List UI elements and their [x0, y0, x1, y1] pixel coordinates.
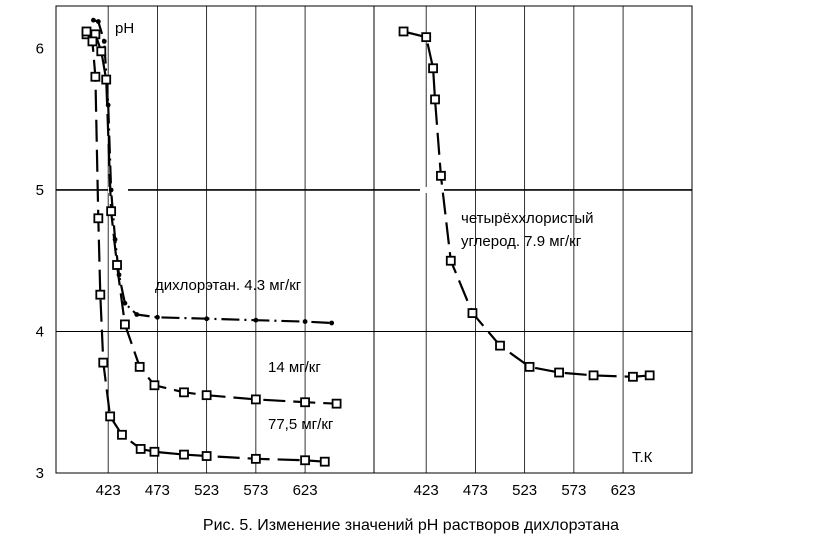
data-point	[96, 46, 107, 57]
x-tick-label: 473	[145, 482, 170, 499]
data-point	[421, 32, 432, 43]
x-tick-label: 623	[611, 482, 636, 499]
data-point	[134, 312, 140, 317]
data-point	[90, 71, 101, 82]
data-point	[81, 26, 92, 37]
data-point	[253, 317, 259, 323]
x-tick-label: 623	[293, 482, 318, 499]
series-line	[403, 30, 650, 378]
y-tick-label: 6	[36, 40, 44, 57]
data-point	[588, 370, 599, 381]
data-point	[122, 300, 128, 306]
x-tick-label: 573	[243, 482, 268, 499]
data-point	[398, 26, 409, 37]
series-annotation: 14 мг/кг	[268, 359, 321, 376]
y-tick-label: 5	[36, 182, 44, 199]
data-point	[120, 319, 130, 330]
series-0-1	[81, 29, 342, 409]
x-tick-label: 423	[414, 482, 439, 499]
data-point	[204, 316, 210, 322]
data-point	[428, 63, 438, 74]
data-point	[112, 260, 122, 270]
grid-gap	[108, 186, 128, 193]
data-point	[250, 453, 261, 464]
data-point	[95, 19, 101, 24]
data-point	[524, 361, 535, 372]
data-point	[101, 74, 112, 85]
data-point	[179, 387, 189, 398]
data-point	[106, 206, 117, 217]
data-point	[445, 255, 456, 266]
data-point	[300, 455, 310, 466]
x-tick-label: 523	[194, 482, 219, 499]
data-point	[179, 449, 189, 460]
data-point	[319, 456, 330, 467]
y-axis-label: рН	[115, 20, 134, 37]
data-point	[98, 357, 109, 368]
data-point	[155, 314, 160, 320]
data-point	[250, 394, 261, 405]
x-tick-label: 573	[561, 482, 586, 499]
data-point	[101, 38, 107, 44]
data-point	[201, 390, 212, 401]
y-tick-label: 3	[36, 465, 44, 482]
x-tick-label: 523	[512, 482, 537, 499]
data-point	[95, 289, 106, 300]
series-line	[86, 33, 337, 405]
data-point	[554, 367, 564, 378]
series-annotation: углерод. 7.9 мг/кг	[461, 233, 582, 250]
data-point	[300, 397, 310, 408]
data-point	[644, 370, 655, 381]
data-point	[91, 17, 96, 23]
grid-gap	[420, 186, 444, 193]
data-point	[93, 213, 104, 224]
data-point	[135, 444, 146, 454]
data-point	[105, 411, 116, 422]
data-point	[331, 398, 342, 409]
data-point	[87, 36, 98, 47]
data-point	[302, 319, 308, 324]
x-tick-label: 423	[96, 482, 121, 499]
data-point	[628, 371, 638, 382]
data-point	[117, 429, 127, 440]
figure-caption: Рис. 5. Изменение значений рН растворов …	[202, 517, 620, 534]
data-point	[149, 446, 160, 457]
y-tick-label: 4	[36, 323, 44, 340]
data-point	[430, 94, 440, 105]
x-axis-label: Т.К	[632, 449, 653, 466]
data-point	[329, 320, 335, 326]
data-point	[201, 451, 212, 461]
series-annotation: дихлорэтан. 4.3 мг/кг	[155, 277, 302, 294]
data-point	[495, 340, 505, 351]
data-point	[149, 380, 160, 391]
data-point	[467, 308, 478, 318]
data-point	[436, 170, 446, 181]
data-point	[134, 361, 145, 372]
series-annotation: четырёххлористый	[461, 210, 594, 227]
series-1-0	[398, 26, 655, 382]
series-annotation: 77,5 мг/кг	[268, 416, 334, 433]
series-0-2	[81, 26, 330, 467]
x-tick-label: 473	[463, 482, 488, 499]
